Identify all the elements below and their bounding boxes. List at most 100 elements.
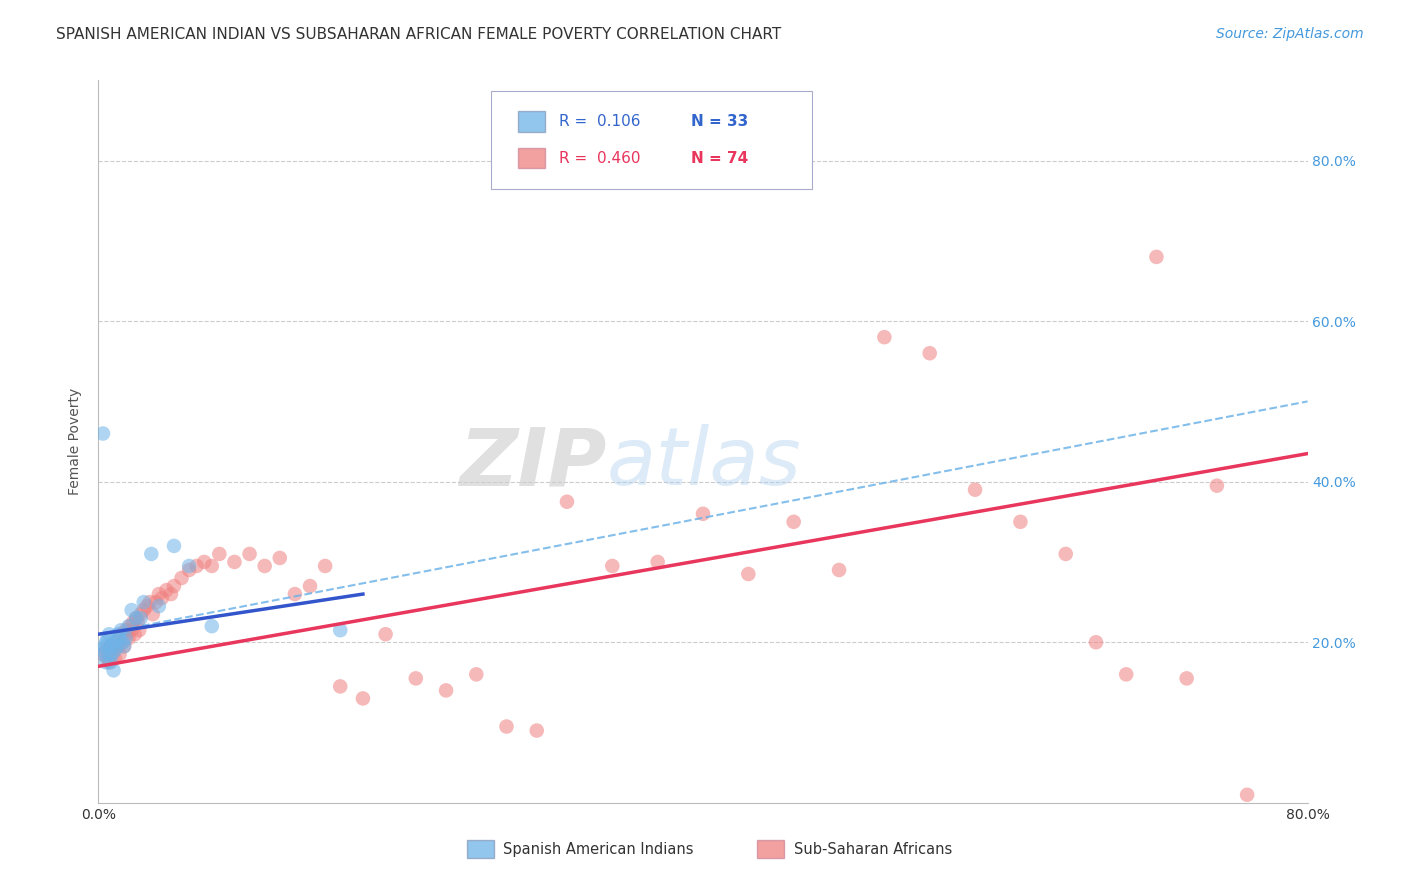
Point	[105, 635, 128, 649]
Text: SPANISH AMERICAN INDIAN VS SUBSAHARAN AFRICAN FEMALE POVERTY CORRELATION CHART: SPANISH AMERICAN INDIAN VS SUBSAHARAN AF…	[56, 27, 782, 42]
FancyBboxPatch shape	[517, 148, 544, 169]
Point	[555, 494, 578, 508]
Text: R =  0.460: R = 0.460	[560, 151, 641, 166]
Text: ZIP: ZIP	[458, 425, 606, 502]
Point	[101, 648, 124, 662]
Point	[135, 599, 157, 614]
Point	[828, 563, 851, 577]
Point	[94, 655, 117, 669]
Point	[104, 651, 127, 665]
Point	[128, 623, 150, 637]
Text: N = 33: N = 33	[690, 114, 748, 129]
Point	[526, 723, 548, 738]
Text: N = 74: N = 74	[690, 151, 748, 166]
Point	[253, 558, 276, 574]
Point	[201, 619, 224, 633]
Point	[170, 571, 193, 585]
Point	[737, 567, 759, 582]
Point	[124, 627, 146, 641]
Point	[208, 547, 231, 561]
Point	[495, 719, 517, 733]
Point	[107, 639, 129, 653]
Point	[918, 346, 941, 360]
Point	[122, 615, 145, 630]
Point	[114, 623, 136, 637]
Point	[352, 691, 374, 706]
FancyBboxPatch shape	[467, 840, 494, 858]
Point	[101, 648, 124, 662]
Point	[98, 648, 121, 662]
Point	[111, 635, 134, 649]
Point	[179, 558, 201, 574]
Point	[121, 603, 143, 617]
Point	[145, 595, 167, 609]
Point	[94, 635, 117, 649]
Point	[1085, 635, 1108, 649]
Point	[120, 619, 142, 633]
Point	[91, 648, 114, 662]
Point	[783, 515, 806, 529]
Point	[647, 555, 669, 569]
Point	[405, 671, 427, 685]
Point	[110, 627, 132, 641]
Point	[314, 558, 336, 574]
Point	[284, 587, 307, 601]
Point	[114, 632, 136, 646]
Point	[193, 555, 215, 569]
Point	[329, 680, 352, 694]
Point	[150, 591, 173, 605]
FancyBboxPatch shape	[492, 91, 811, 189]
Text: R =  0.106: R = 0.106	[560, 114, 641, 129]
Point	[179, 563, 201, 577]
Point	[224, 555, 246, 569]
Point	[329, 623, 352, 637]
Point	[1144, 250, 1167, 264]
Point	[1010, 515, 1032, 529]
Point	[132, 603, 155, 617]
Point	[96, 632, 118, 646]
Point	[201, 558, 224, 574]
Y-axis label: Female Poverty: Female Poverty	[69, 388, 83, 495]
Point	[163, 579, 186, 593]
Point	[142, 607, 165, 621]
Point	[108, 648, 131, 662]
Point	[139, 595, 162, 609]
Point	[121, 623, 143, 637]
Point	[103, 643, 125, 657]
Point	[112, 639, 135, 653]
Text: Source: ZipAtlas.com: Source: ZipAtlas.com	[1216, 27, 1364, 41]
Point	[115, 627, 138, 641]
Point	[129, 611, 152, 625]
Point	[692, 507, 714, 521]
Point	[129, 607, 152, 621]
Point	[374, 627, 396, 641]
Point	[100, 655, 122, 669]
Point	[148, 599, 170, 614]
Point	[434, 683, 457, 698]
FancyBboxPatch shape	[758, 840, 785, 858]
Point	[90, 643, 112, 657]
Point	[160, 587, 183, 601]
Point	[1236, 788, 1258, 802]
Point	[103, 635, 125, 649]
Point	[465, 667, 488, 681]
Point	[98, 655, 121, 669]
Point	[105, 639, 128, 653]
Point	[98, 627, 121, 641]
Point	[91, 648, 114, 662]
Text: atlas: atlas	[606, 425, 801, 502]
Point	[93, 639, 115, 653]
Point	[127, 615, 149, 630]
Point	[1175, 671, 1198, 685]
Point	[873, 330, 896, 344]
Point	[103, 664, 125, 678]
Point	[132, 595, 155, 609]
Point	[141, 547, 163, 561]
Point	[118, 632, 141, 646]
Point	[186, 558, 208, 574]
Point	[1115, 667, 1137, 681]
Point	[100, 639, 122, 653]
Point	[111, 635, 134, 649]
Text: Spanish American Indians: Spanish American Indians	[503, 841, 695, 856]
Point	[155, 583, 177, 598]
